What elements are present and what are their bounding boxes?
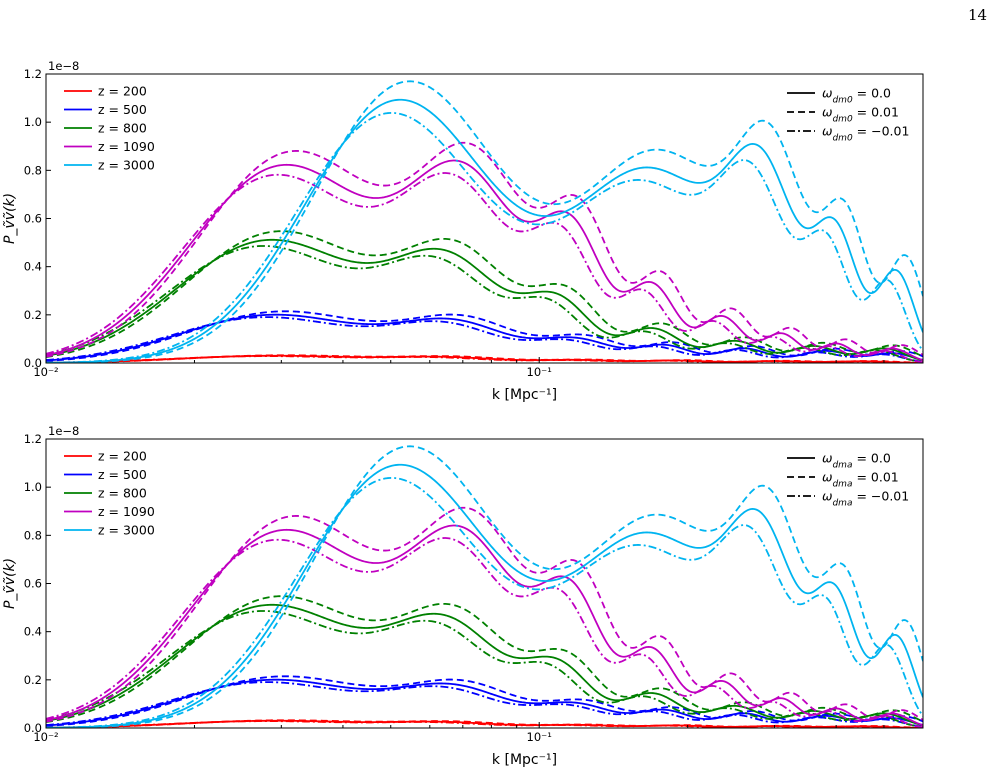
- y-axis-label: P_ṽṽ(k): [2, 558, 18, 609]
- y-tick-label: 0.4: [24, 625, 42, 639]
- x-axis-label: k [Mpc⁻¹]: [492, 752, 557, 768]
- series-line-z200-dashdot: [46, 355, 923, 363]
- x-tick-label: 10⁻¹: [527, 365, 552, 379]
- legend-label: z = 3000: [98, 158, 155, 173]
- chart-panel-2: 0.0 0.2 0.4 0.6 0.8 1.0 1.2 1e−8 10⁻² 10⁻¹ k [Mpc⁻…: [2, 424, 924, 768]
- y-tick-label: 0.6: [24, 577, 42, 591]
- y-tick-label: 0.2: [24, 673, 42, 687]
- y-tick-label: 1.2: [24, 67, 42, 81]
- legend-label: z = 500: [98, 102, 147, 117]
- series-line-z1090-dashdot: [46, 537, 923, 728]
- series-line-z3000-dashed: [46, 80, 923, 363]
- series-line-z500-dashdot: [46, 316, 923, 363]
- series-line-z1090-dashed: [46, 506, 923, 723]
- series-line-z800-dashed: [46, 595, 923, 724]
- legend-label: ωdm0 = 0.0: [822, 86, 891, 106]
- series-line-z1090-solid: [46, 159, 923, 362]
- series-line-z200-dashdot: [46, 720, 923, 728]
- legend-label: z = 800: [98, 121, 147, 136]
- legend-label: z = 1090: [98, 139, 155, 154]
- legend-label: z = 200: [98, 449, 147, 464]
- series-line-z3000-solid: [46, 98, 923, 363]
- x-axis-label: k [Mpc⁻¹]: [492, 387, 557, 403]
- y-tick-label: 0.6: [24, 212, 42, 226]
- y-tick-label: 1.2: [24, 432, 42, 446]
- series-line-z800-dashdot: [46, 245, 923, 363]
- x-tick-label: 10⁻²: [33, 365, 58, 379]
- y-tick-label: 0.0: [24, 721, 42, 735]
- series-line-z500-dashed: [46, 675, 923, 727]
- series-line-z3000-dashdot: [46, 112, 923, 363]
- series-line-z3000-dashed: [46, 445, 923, 728]
- y-tick-label: 1.0: [24, 115, 42, 129]
- legend-label: ωdma = −0.01: [822, 489, 909, 509]
- legend-label: z = 500: [98, 467, 147, 482]
- legend-label: z = 1090: [98, 504, 155, 519]
- series-line-z1090-dashdot: [46, 172, 923, 363]
- x-tick-label: 10⁻²: [33, 730, 58, 744]
- series-line-z800-dashdot: [46, 610, 923, 728]
- y-tick-label: 0.4: [24, 260, 42, 274]
- legend-label: ωdma = 0.01: [822, 470, 899, 490]
- series-line-z1090-dashed: [46, 141, 923, 358]
- series-line-z800-dashed: [46, 230, 923, 359]
- series-line-z500-dashdot: [46, 681, 923, 728]
- legend-label: ωdm0 = −0.01: [822, 124, 909, 144]
- series-group: [46, 445, 923, 728]
- legend-redshift: z = 200 z = 500 z = 800 z = 1090 z = 3000: [64, 84, 155, 173]
- y-tick-label: 0.8: [24, 163, 42, 177]
- chart-panel-1: 0.0 0.2 0.4 0.6 0.8 1.0 1.2 1e−8 10⁻² 10⁻¹ k [Mpc⁻…: [2, 59, 924, 403]
- legend-label: z = 200: [98, 84, 147, 99]
- legend-label: z = 3000: [98, 523, 155, 538]
- series-line-z1090-solid: [46, 524, 923, 727]
- series-line-z3000-solid: [46, 463, 923, 728]
- legend-label: ωdm0 = 0.01: [822, 105, 899, 125]
- page-number: 14: [968, 6, 988, 24]
- y-tick-label: 1.0: [24, 480, 42, 494]
- y-multiplier: 1e−8: [48, 59, 79, 73]
- series-line-z500-dashed: [46, 310, 923, 362]
- y-tick-label: 0.2: [24, 308, 42, 322]
- series-group: [46, 80, 923, 363]
- y-tick-label: 0.0: [24, 356, 42, 370]
- y-axis-label: P_ṽṽ(k): [2, 193, 18, 244]
- legend-label: z = 800: [98, 486, 147, 501]
- legend-redshift: z = 200 z = 500 z = 800 z = 1090 z = 3000: [64, 449, 155, 538]
- x-tick-label: 10⁻¹: [527, 730, 552, 744]
- y-multiplier: 1e−8: [48, 424, 79, 438]
- y-tick-label: 0.8: [24, 528, 42, 542]
- legend-label: ωdma = 0.0: [822, 451, 891, 471]
- series-line-z3000-dashdot: [46, 477, 923, 728]
